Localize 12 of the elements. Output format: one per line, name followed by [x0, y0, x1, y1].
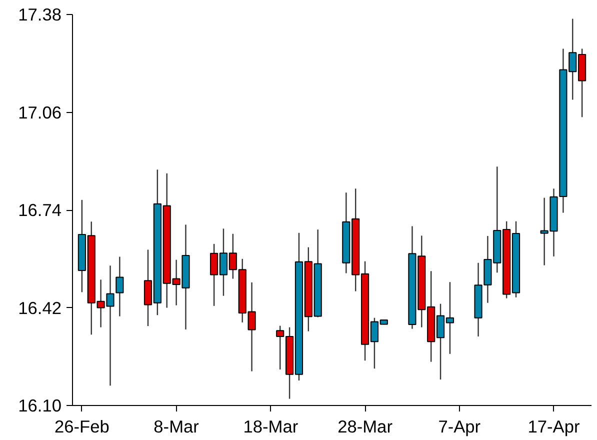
- y-tick-label: 16.74: [18, 200, 62, 220]
- x-tick-label: 28-Mar: [338, 416, 393, 436]
- y-tick-label: 17.38: [18, 4, 62, 24]
- x-tick-label: 8-Mar: [154, 416, 200, 436]
- y-tick-label: 16.10: [18, 396, 62, 416]
- y-tick-label: 16.42: [18, 298, 62, 318]
- candlestick: [116, 256, 124, 317]
- y-tick-label: 17.06: [18, 102, 62, 122]
- x-tick-label: 26-Feb: [54, 416, 110, 436]
- x-tick-label: 7-Apr: [438, 416, 481, 436]
- x-tick-label: 18-Mar: [243, 416, 298, 436]
- x-tick-label: 17-Apr: [528, 416, 580, 436]
